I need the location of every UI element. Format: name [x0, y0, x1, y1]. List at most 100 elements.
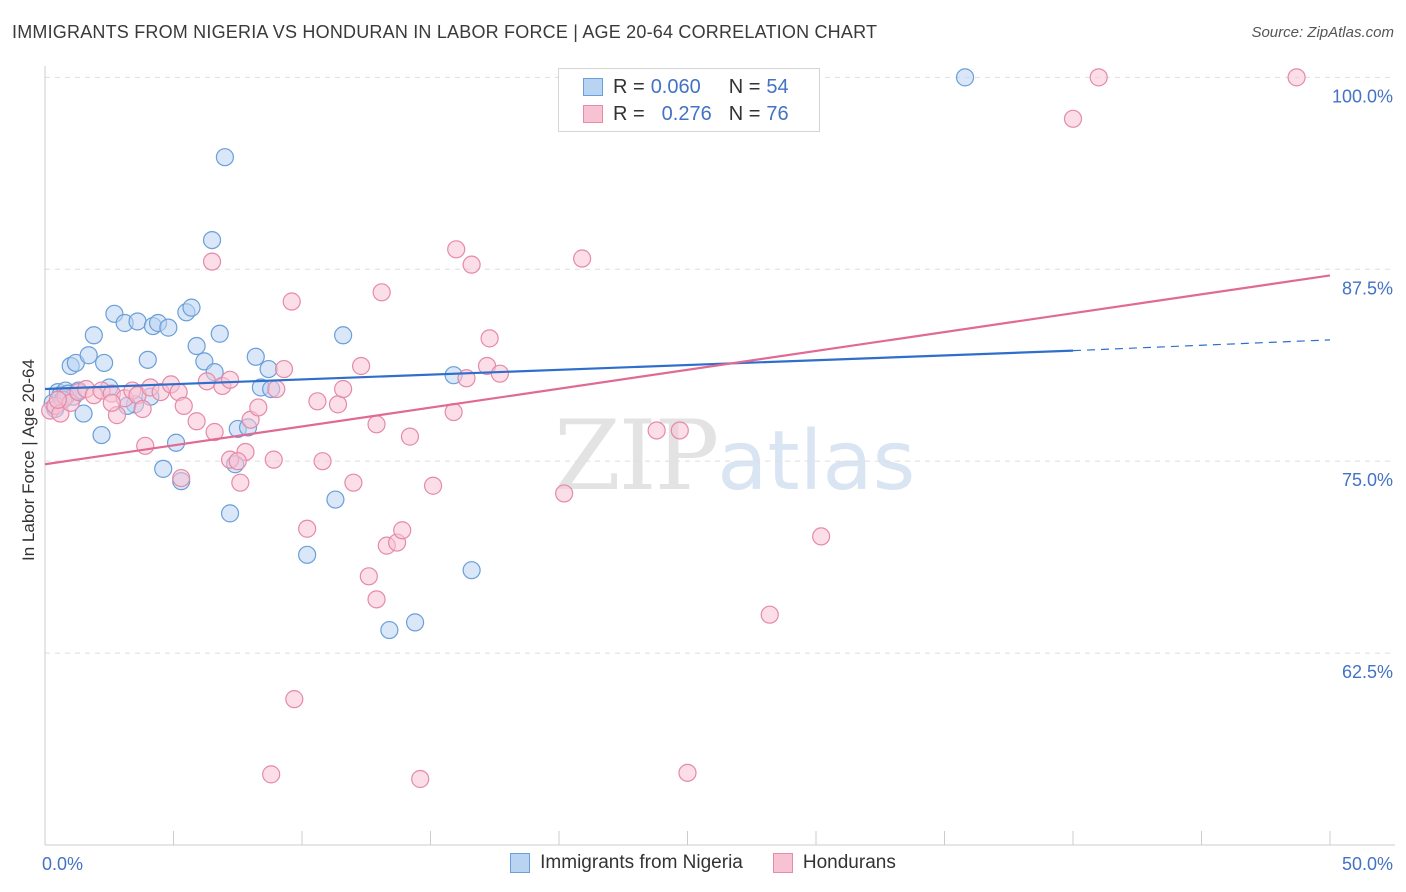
- point-nigeria: [202, 230, 222, 250]
- point-hondurans: [202, 252, 222, 271]
- point-hondurans: [285, 690, 304, 709]
- x-tick-label: 50.0%: [1342, 854, 1393, 874]
- y-tick-label: 75.0%: [1342, 470, 1393, 490]
- legend-row-nigeria: R = 0.060 N = 54: [583, 74, 789, 100]
- tick-labels: 100.0% 87.5% 75.0% 62.5% 0.0% 50.0%: [42, 86, 1393, 874]
- bottom-legend-item-hondurans: Hondurans: [772, 852, 896, 874]
- point-nigeria: [182, 298, 201, 317]
- legend-swatch-nigeria: [583, 78, 603, 96]
- point-hondurans: [400, 427, 420, 446]
- point-hondurans: [367, 590, 386, 609]
- point-nigeria: [79, 346, 98, 365]
- bottom-legend-item-nigeria: Immigrants from Nigeria: [510, 852, 743, 874]
- point-hondurans: [1063, 109, 1083, 128]
- bottom-legend-swatch-hondurans: [772, 853, 793, 873]
- point-nigeria: [380, 620, 399, 640]
- legend-row-hondurans: R = 0.276 N = 76: [583, 101, 789, 127]
- point-hondurans: [760, 605, 779, 624]
- point-hondurans: [359, 567, 378, 586]
- trend-line-hondurans: [44, 274, 1331, 466]
- point-nigeria: [215, 148, 234, 167]
- point-hondurans: [220, 370, 240, 389]
- point-hondurans: [282, 292, 301, 311]
- point-hondurans: [490, 364, 509, 383]
- chart-title: IMMIGRANTS FROM NIGERIA VS HONDURAN IN L…: [12, 22, 878, 42]
- point-hondurans: [812, 527, 831, 546]
- point-hondurans: [308, 392, 327, 411]
- legend-n-value-hondurans: 76: [766, 102, 789, 125]
- point-nigeria: [955, 68, 975, 87]
- legend-n-label: N =: [728, 102, 761, 125]
- point-hondurans: [334, 379, 353, 399]
- legend: R = 0.060 N = 54 R = 0.276 N = 76: [558, 68, 820, 132]
- legend-n-label: N =: [728, 75, 761, 98]
- legend-swatch-hondurans: [583, 105, 603, 123]
- point-hondurans: [480, 329, 499, 348]
- point-hondurans: [172, 468, 191, 488]
- trend-line-nigeria: [44, 349, 1074, 391]
- legend-n-value-nigeria: 54: [766, 75, 789, 98]
- point-nigeria: [166, 433, 186, 452]
- y-tick-label: 62.5%: [1342, 662, 1393, 682]
- point-hondurans: [423, 476, 443, 495]
- trend-lines: [44, 274, 1331, 466]
- point-hondurans: [367, 415, 386, 434]
- watermark-zip: ZIP: [554, 400, 719, 512]
- x-tick-label: 0.0%: [42, 854, 83, 874]
- point-hondurans: [264, 450, 283, 469]
- point-nigeria: [210, 324, 229, 343]
- legend-r-label: R =: [613, 102, 645, 125]
- watermark: ZIPatlas: [554, 400, 915, 512]
- point-hondurans: [372, 283, 391, 302]
- point-hondurans: [174, 396, 193, 416]
- y-tick-label: 100.0%: [1332, 86, 1393, 106]
- point-nigeria: [259, 359, 278, 379]
- y-axis-label: In Labor Force | Age 20-64: [19, 359, 38, 561]
- point-hondurans: [102, 393, 121, 412]
- point-hondurans: [344, 473, 363, 492]
- point-nigeria: [405, 613, 425, 632]
- point-hondurans: [313, 452, 332, 471]
- point-hondurans: [447, 240, 466, 259]
- point-nigeria: [159, 318, 178, 337]
- point-hondurans: [670, 421, 689, 440]
- y-tick-label: 87.5%: [1342, 278, 1393, 298]
- point-nigeria: [334, 326, 353, 345]
- bottom-legend: Immigrants from Nigeria Hondurans: [0, 852, 1406, 874]
- data-points: [41, 68, 1306, 789]
- bottom-legend-label-hondurans: Hondurans: [802, 852, 896, 873]
- point-hondurans: [262, 765, 281, 784]
- point-nigeria: [138, 350, 157, 369]
- point-hondurans: [1089, 68, 1108, 87]
- point-nigeria: [84, 326, 103, 345]
- point-nigeria: [154, 459, 173, 478]
- point-hondurans: [274, 359, 294, 379]
- point-hondurans: [411, 769, 430, 789]
- bottom-legend-label-nigeria: Immigrants from Nigeria: [540, 852, 743, 873]
- trend-line-nigeria-extension: [1072, 339, 1331, 352]
- point-hondurans: [267, 379, 286, 399]
- bottom-legend-swatch-nigeria: [510, 853, 531, 873]
- point-hondurans: [249, 398, 268, 417]
- point-hondurans: [48, 390, 67, 409]
- point-hondurans: [187, 412, 206, 431]
- point-hondurans: [555, 484, 574, 503]
- point-hondurans: [205, 422, 224, 442]
- point-hondurans: [298, 519, 317, 538]
- point-hondurans: [1287, 68, 1306, 87]
- axes: [44, 66, 1395, 846]
- point-hondurans: [197, 372, 217, 391]
- point-nigeria: [95, 353, 114, 373]
- point-hondurans: [678, 763, 697, 782]
- point-hondurans: [462, 255, 481, 274]
- point-hondurans: [133, 399, 152, 419]
- legend-r-value-hondurans: 0.276: [661, 102, 712, 125]
- point-hondurans: [352, 356, 371, 376]
- point-hondurans: [393, 521, 412, 540]
- point-nigeria: [128, 312, 147, 331]
- point-nigeria: [74, 404, 93, 423]
- point-hondurans: [136, 436, 155, 455]
- point-nigeria: [220, 504, 240, 523]
- point-hondurans: [231, 473, 250, 492]
